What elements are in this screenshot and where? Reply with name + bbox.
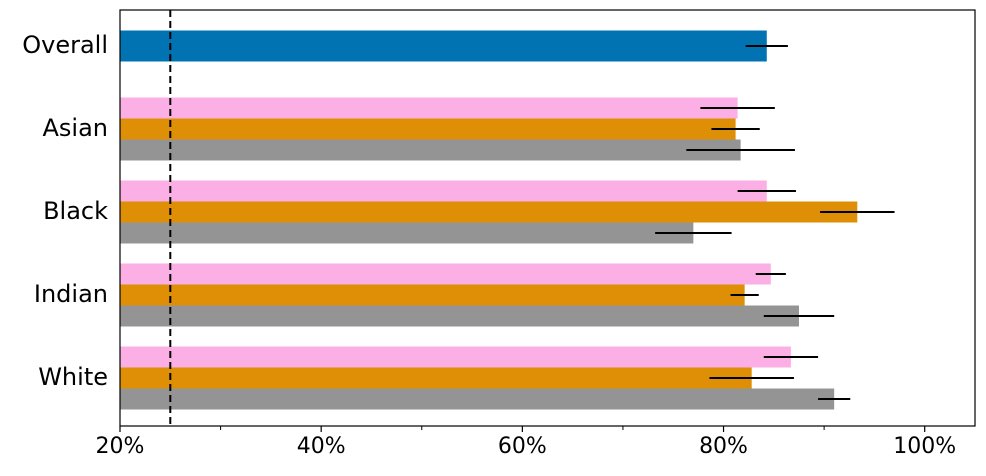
bar — [120, 201, 858, 223]
bar — [120, 367, 752, 389]
bar — [120, 388, 835, 410]
y-tick-label: Overall — [22, 31, 108, 59]
bar — [120, 222, 694, 244]
x-tick-label: 40% — [297, 434, 346, 459]
bar — [120, 346, 791, 368]
y-tick-label: White — [38, 363, 108, 391]
plot-frame — [119, 9, 976, 427]
bar — [120, 305, 799, 327]
y-tick-label: Black — [43, 197, 108, 225]
y-tick-label: Asian — [42, 114, 108, 142]
y-tick-label: Indian — [34, 280, 108, 308]
bar — [120, 284, 745, 306]
x-tick-label: 20% — [96, 434, 145, 459]
bar — [120, 97, 738, 119]
bar — [120, 30, 767, 62]
x-tick-label: 100% — [893, 434, 956, 459]
x-tick-label: 60% — [498, 434, 547, 459]
bar — [120, 263, 771, 285]
bar — [120, 180, 767, 202]
bar — [120, 139, 741, 161]
bar — [120, 118, 736, 140]
x-tick-label: 80% — [699, 434, 748, 459]
